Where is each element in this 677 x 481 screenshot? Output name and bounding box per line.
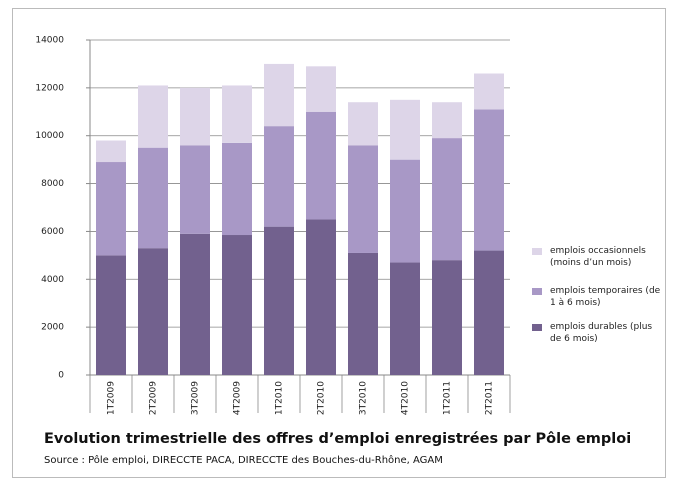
bar-segment (432, 102, 462, 139)
bar-segment (138, 85, 168, 148)
chart-title: Evolution trimestrielle des offres d’emp… (44, 431, 632, 447)
bar-segment (348, 102, 378, 146)
bar-segment (138, 147, 168, 249)
bar-segment (306, 219, 336, 375)
bar-segment (222, 85, 252, 143)
y-tick-label: 12000 (35, 83, 64, 93)
legend-label: emplois temporaires (de 1 à 6 mois) (550, 286, 661, 308)
bar-segment (348, 252, 378, 375)
chart-source: Source : Pôle emploi, DIRECCTE PACA, DIR… (44, 455, 443, 466)
x-tick-label: 1T2010 (275, 381, 285, 415)
x-tick-label: 4T2010 (401, 381, 411, 415)
bar-segment (180, 145, 210, 234)
x-tick-label: 1T2011 (443, 381, 453, 415)
bar-segment (222, 235, 252, 375)
bar-segment (474, 250, 504, 375)
bar-segment (390, 99, 420, 160)
bar-segment (96, 162, 126, 256)
bar-segment (264, 226, 294, 375)
x-tick-label: 3T2010 (359, 381, 369, 415)
y-tick-label: 0 (58, 371, 64, 381)
x-tick-label: 4T2009 (233, 381, 243, 415)
bar-segment (306, 111, 336, 220)
frame (12, 8, 666, 478)
bar-segment (96, 140, 126, 163)
bar-segment (432, 260, 462, 375)
y-tick-label: 6000 (41, 227, 64, 237)
x-tick-label: 3T2009 (191, 381, 201, 415)
bar-segment (264, 63, 294, 127)
legend-label: emplois durables (plus de 6 mois) (550, 322, 653, 344)
bar-segment (474, 109, 504, 251)
bar-segment (180, 87, 210, 146)
legend-label: emplois occasionnels (moins d’un mois) (550, 246, 646, 268)
y-tick-label: 8000 (41, 179, 64, 189)
x-tick-label: 2T2011 (485, 381, 495, 415)
legend-swatch (532, 288, 542, 295)
bar-segment (138, 248, 168, 375)
y-tick-label: 2000 (41, 323, 64, 333)
bar-segment (264, 126, 294, 227)
x-tick-label: 2T2010 (317, 381, 327, 415)
x-tick-label: 1T2009 (107, 381, 117, 415)
bar-segment (348, 145, 378, 253)
x-tick-label: 2T2009 (149, 381, 159, 415)
bar-segment (390, 262, 420, 375)
y-tick-label: 14000 (35, 36, 64, 46)
y-tick-label: 10000 (35, 131, 64, 141)
legend-swatch (532, 324, 542, 331)
bar-segment (306, 66, 336, 112)
bar-segment (432, 138, 462, 261)
bar-segment (222, 142, 252, 236)
legend-swatch (532, 248, 542, 255)
bar-segment (474, 73, 504, 110)
bar-segment (96, 255, 126, 375)
y-tick-label: 4000 (41, 275, 64, 285)
bar-segment (390, 159, 420, 263)
bar-segment (180, 233, 210, 375)
